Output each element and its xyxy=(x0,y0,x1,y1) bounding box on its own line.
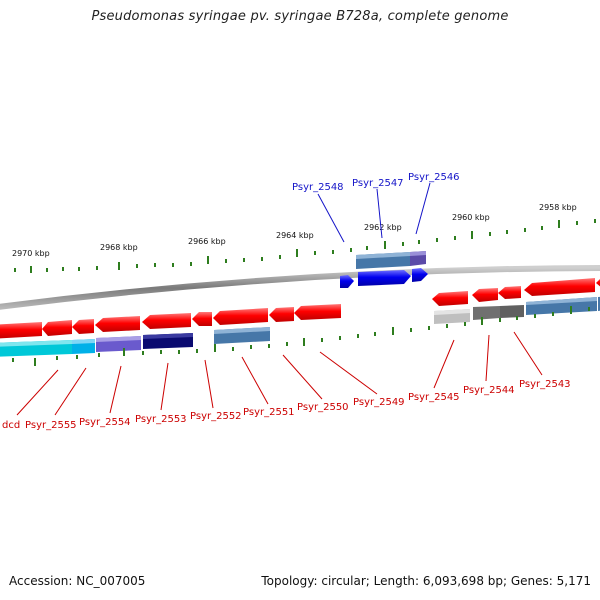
gene-label-psyr-2546: Psyr_2546 xyxy=(408,172,460,183)
reverse-labels: dcd Psyr_2555 Psyr_2554 Psyr_2553 Psyr_2… xyxy=(2,379,571,431)
gene-label-psyr-2553: Psyr_2553 xyxy=(135,414,187,425)
gene-label-psyr-2552: Psyr_2552 xyxy=(190,411,242,422)
reverse-cog-track xyxy=(0,296,600,357)
gene-label-psyr-2547: Psyr_2547 xyxy=(352,178,404,189)
gene-label-psyr-2543: Psyr_2543 xyxy=(519,379,571,390)
top-ruler xyxy=(14,219,596,273)
forward-labels: Psyr_2548 Psyr_2547 Psyr_2546 xyxy=(292,172,460,193)
gene-arrow-psyr-2550 xyxy=(269,307,294,322)
gene-arrow-psyr-2552 xyxy=(142,313,191,329)
gene-label-psyr-2555: Psyr_2555 xyxy=(25,420,77,431)
gene-arrow-psyr-2549 xyxy=(294,304,341,320)
gene-label-psyr-2554: Psyr_2554 xyxy=(79,417,131,428)
gene-arrow-psyr-2546 xyxy=(412,268,428,282)
forward-genes xyxy=(340,268,428,288)
gene-label-psyr-2544: Psyr_2544 xyxy=(463,385,515,396)
reverse-genes xyxy=(0,278,600,339)
gene-arrow-psyr-2548 xyxy=(340,275,354,288)
tick-label-2970: 2970 kbp xyxy=(12,249,50,258)
accession-label: Accession: NC_007005 xyxy=(9,574,146,588)
gene-arrow-psyr-2545 xyxy=(432,291,468,306)
tick-label-2966: 2966 kbp xyxy=(188,237,226,246)
tick-label-2958: 2958 kbp xyxy=(539,203,577,212)
gene-arrow-psyr-2542 xyxy=(596,279,600,287)
gene-arrow-psyr-2551a xyxy=(192,312,212,326)
tick-label-2960: 2960 kbp xyxy=(452,213,490,222)
tick-label-2962: 2962 kbp xyxy=(364,223,402,232)
gene-label-psyr-2551: Psyr_2551 xyxy=(243,407,295,418)
gene-arrow-psyr-2553 xyxy=(95,316,140,332)
gene-arrow-psyr-2554 xyxy=(72,319,94,334)
forward-cog-track xyxy=(356,251,426,269)
gene-label-psyr-2545: Psyr_2545 xyxy=(408,392,460,403)
forward-leaders xyxy=(317,182,431,243)
gene-arrow-psyr-2555 xyxy=(42,320,72,336)
tick-label-2964: 2964 kbp xyxy=(276,231,314,240)
gene-label-dcd: dcd xyxy=(2,420,20,431)
gene-arrow-psyr-2544 xyxy=(498,286,521,299)
gene-arrow-psyr-2551 xyxy=(213,308,268,325)
bottom-ruler xyxy=(12,306,590,366)
gene-arrow-dcd xyxy=(0,322,42,339)
map-title: Pseudomonas syringae pv. syringae B728a,… xyxy=(91,9,509,24)
genome-backbone xyxy=(0,265,600,310)
gene-label-psyr-2548: Psyr_2548 xyxy=(292,182,344,193)
gene-arrow-psyr-2547 xyxy=(358,270,411,286)
tick-label-2968: 2968 kbp xyxy=(100,243,138,252)
gene-label-psyr-2549: Psyr_2549 xyxy=(353,397,405,408)
top-ruler-labels: 2970 kbp 2968 kbp 2966 kbp 2964 kbp 2962… xyxy=(12,203,577,258)
gene-arrow-psyr-2543 xyxy=(524,278,595,296)
gene-label-psyr-2550: Psyr_2550 xyxy=(297,402,349,413)
genome-stats: Topology: circular; Length: 6,093,698 bp… xyxy=(261,574,591,588)
reverse-leaders xyxy=(16,331,543,416)
gene-arrow-psyr-2544a xyxy=(472,288,498,302)
